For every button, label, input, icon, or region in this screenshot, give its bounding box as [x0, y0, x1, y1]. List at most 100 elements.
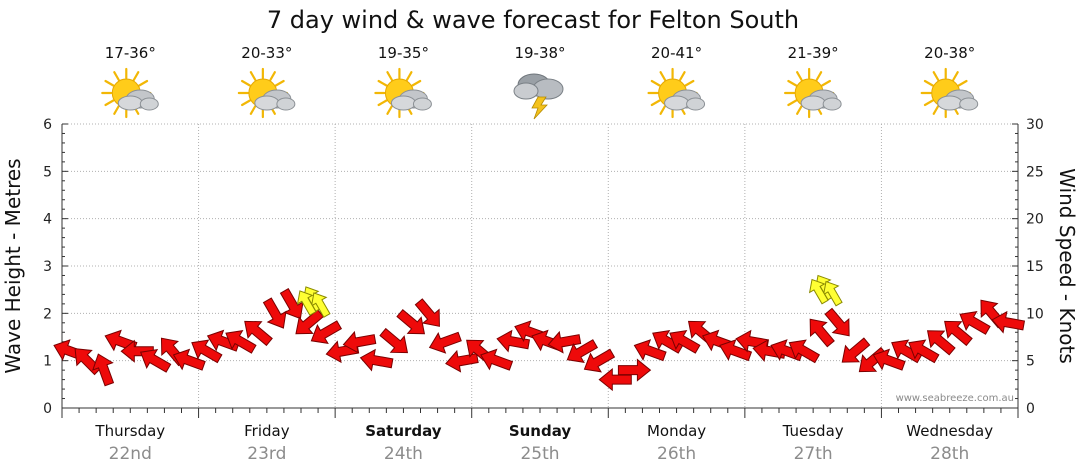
wind-arrow — [872, 348, 906, 371]
wind-arrow — [480, 348, 514, 371]
sun-ray — [796, 104, 803, 115]
sun-ray — [386, 104, 394, 115]
cloud-shape — [686, 97, 706, 111]
sun-ray — [932, 104, 940, 115]
sun-ray — [650, 79, 661, 87]
temperature-range-label: 20-38° — [924, 44, 975, 62]
wind-arrow — [92, 353, 115, 387]
sun-ray — [240, 79, 251, 87]
wind-arrow — [841, 337, 871, 363]
day-name-label: Monday — [647, 422, 706, 440]
cloud-shape — [117, 95, 143, 111]
temperature-range-label: 19-38° — [514, 44, 565, 62]
sun-ray — [405, 71, 413, 82]
sun-ray — [240, 99, 251, 107]
cloud-shape — [139, 97, 159, 111]
day-date-label: 28th — [930, 444, 969, 464]
sun-cloud-icon — [784, 67, 842, 119]
sun-ray — [386, 71, 394, 82]
left-tick-label: 2 — [43, 306, 52, 322]
day-date-label: 25th — [520, 444, 559, 464]
day-name-label: Tuesday — [782, 422, 844, 440]
wind-arrow — [225, 329, 257, 354]
credit-text: www.seabreeze.com.au — [896, 393, 1014, 404]
sun-ray — [796, 71, 803, 82]
wind-arrow — [809, 318, 835, 348]
cloud-shape — [822, 97, 842, 111]
sun-cloud-icon — [374, 67, 432, 119]
left-tick-label: 1 — [43, 354, 52, 370]
left-axis-title: Wave Height - Metres — [1, 158, 25, 373]
wind-arrow — [926, 330, 956, 356]
sun-ray — [274, 79, 285, 87]
wind-arrow — [991, 310, 1026, 334]
axes — [61, 123, 1019, 418]
sun-ray — [104, 99, 115, 107]
sun-ray — [411, 79, 422, 87]
sun-cloud-icon — [101, 67, 159, 119]
wind-arrow — [342, 330, 377, 354]
right-tick-label: 15 — [1026, 259, 1044, 275]
sun-ray — [815, 71, 823, 82]
wind-arrow — [788, 339, 821, 364]
sun-ray — [957, 79, 968, 87]
wave-marker-arrow — [310, 292, 331, 318]
temperature-range-label: 20-41° — [651, 44, 702, 62]
sun-ray — [132, 71, 140, 82]
sun-ray — [932, 71, 940, 82]
cloud-shape — [254, 95, 280, 111]
right-tick-label: 25 — [1026, 164, 1044, 180]
left-tick-labels: 0 1 2 3 4 5 6 — [43, 117, 52, 417]
sun-cloud-icon — [920, 67, 979, 119]
day-name-label: Saturday — [365, 422, 442, 440]
wind-arrow — [279, 287, 304, 320]
cloud-shape — [276, 97, 296, 111]
sun-ray — [377, 99, 388, 107]
wind-arrow — [359, 348, 394, 372]
wave-marker-arrow — [296, 290, 317, 316]
wind-arrow — [669, 329, 701, 354]
wind-arrows — [53, 287, 1026, 392]
right-tick-label: 0 — [1026, 401, 1035, 417]
left-tick-label: 6 — [43, 117, 52, 133]
right-tick-label: 5 — [1026, 354, 1035, 370]
wave-markers — [296, 274, 843, 318]
sun-ray — [923, 79, 934, 87]
wind-arrow — [547, 330, 582, 354]
wind-arrow — [633, 339, 667, 362]
wind-arrow — [139, 348, 172, 373]
wind-arrow — [959, 311, 991, 335]
day-name-label: Sunday — [509, 422, 572, 440]
wave-marker-arrow — [808, 278, 829, 305]
wind-arrow — [617, 358, 652, 382]
sun-ray — [787, 79, 798, 87]
day-date-label: 26th — [657, 444, 696, 464]
wind-arrow — [191, 339, 223, 364]
temperature-range-label: 20-33° — [241, 44, 292, 62]
wind-arrow — [719, 339, 753, 362]
cloud-shape — [513, 82, 539, 100]
wind-arrow — [428, 331, 462, 354]
sun-ray — [659, 104, 667, 115]
wind-arrow — [120, 339, 154, 363]
cloud-shape — [412, 97, 432, 111]
right-tick-label: 20 — [1026, 212, 1044, 228]
day-date-label: 23rd — [247, 444, 286, 464]
day-labels: Thursday 22nd Friday 23rd Saturday 24th Sunday… — [94, 422, 993, 464]
day-name-label: Friday — [244, 422, 290, 440]
sun-ray — [650, 99, 661, 107]
wind-arrow — [496, 329, 531, 353]
lightning-bolt-shape — [531, 96, 548, 120]
cloud-shape — [390, 95, 416, 111]
sun-ray — [269, 71, 276, 82]
wind-arrow — [824, 307, 850, 337]
grid-lines — [62, 123, 1018, 408]
day-date-label: 24th — [384, 444, 423, 464]
left-tick-label: 0 — [43, 401, 52, 417]
sun-ray — [923, 99, 934, 107]
wind-arrow — [583, 348, 616, 373]
sun-ray — [249, 71, 257, 82]
left-tick-label: 3 — [43, 259, 52, 275]
sun-ray — [659, 71, 667, 82]
chart-title: 7 day wind & wave forecast for Felton So… — [267, 6, 799, 34]
